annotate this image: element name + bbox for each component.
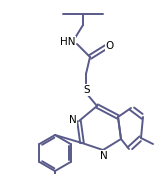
Text: O: O (106, 41, 114, 51)
Text: HN: HN (60, 37, 76, 47)
Text: S: S (84, 85, 90, 95)
Text: N: N (69, 115, 77, 125)
Text: N: N (100, 151, 108, 161)
